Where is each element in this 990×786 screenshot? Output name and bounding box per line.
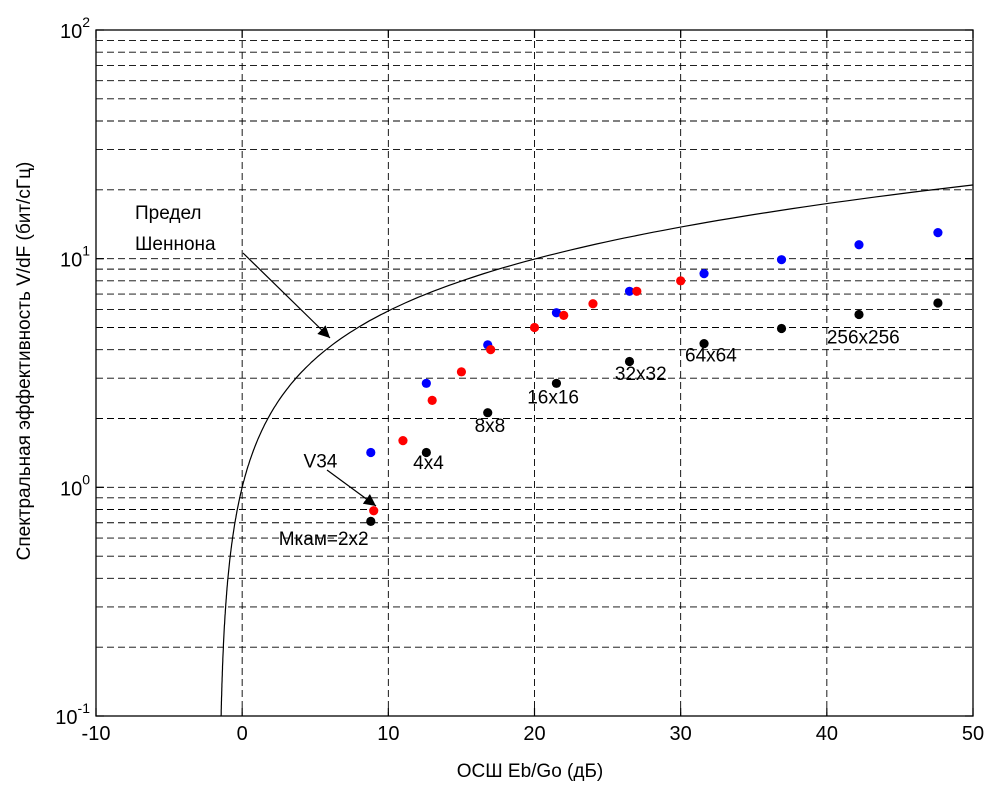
axis-ticks: -10 0 10 20 30 40 50 10-1 100 101 102 [55,14,984,745]
data-point [551,308,562,318]
shannon-limit-curve [220,184,973,717]
x-tick-label: 40 [816,723,838,745]
data-point [366,516,376,526]
point-label: 32x32 [615,364,667,385]
annotations: Предел Шеннона V34 Mкам=2x2 4x4 8x8 16x16 32x… [135,203,900,550]
x-tick-label: -10 [82,723,111,745]
shannon-limit-label-line2: Шеннона [135,234,216,255]
data-point [624,356,635,367]
data-point [551,378,562,388]
data-point [398,436,408,446]
y-tick-label: 102 [60,14,90,43]
x-tick-label: 10 [377,723,399,745]
data-point [632,286,642,296]
data-point [854,309,864,320]
data-point [776,255,787,265]
data-point [421,447,431,458]
y-tick-label: 101 [60,243,90,272]
v34-arrow [326,469,377,507]
point-label: V34 [304,452,338,473]
data-point [369,506,379,516]
data-point [529,322,540,333]
point-label: 8x8 [475,416,506,437]
data-point [427,395,437,405]
data-point [559,310,569,320]
data-point [366,447,376,458]
data-point [483,408,493,418]
data-point [421,378,431,388]
data-point [699,339,709,349]
x-axis-label: ОСШ Eb/Go (дБ) [457,761,604,782]
y-axis-label: Спектральная эффективность V/dF (бит/сГц… [14,162,35,561]
data-point [486,345,496,355]
data-point [933,228,943,238]
data-point [854,240,864,250]
data-point [776,323,787,334]
data-point [676,276,686,286]
grid [96,30,973,716]
data-point [456,367,467,377]
point-label: Mкам=2x2 [279,529,369,550]
y-tick-label: 100 [60,471,90,500]
x-tick-label: 0 [237,723,248,745]
point-label: 16x16 [527,387,579,408]
y-tick-label: 10-1 [55,700,90,729]
x-tick-label: 30 [670,723,692,745]
data-point [699,269,709,279]
shannon-limit-label-line1: Предел [135,203,201,224]
point-label: 256x256 [827,328,900,349]
shannon-limit-arrow [242,252,331,339]
point-label: 64x64 [685,346,737,367]
x-tick-label: 50 [962,723,984,745]
data-point [588,299,598,309]
data-points [366,228,943,526]
data-point [624,286,635,296]
data-point [933,298,943,308]
point-label: 4x4 [413,453,444,474]
x-tick-label: 20 [523,723,545,745]
